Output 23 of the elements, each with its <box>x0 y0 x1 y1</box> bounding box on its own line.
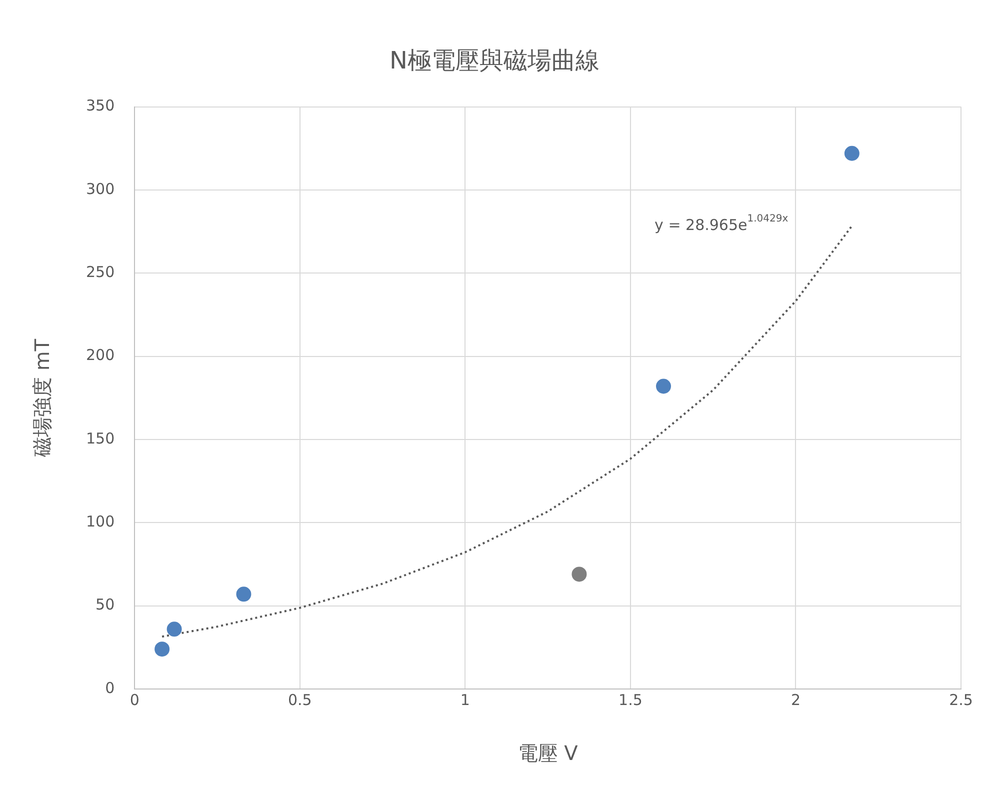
y-tick-label: 50 <box>96 596 115 614</box>
y-tick-label: 300 <box>86 180 115 198</box>
point <box>166 622 182 637</box>
y-tick-label: 200 <box>86 346 115 364</box>
y-tick-label: 0 <box>105 678 115 697</box>
y-tick-label: 100 <box>86 512 115 531</box>
chart-title: N極電壓與磁場曲線 <box>390 46 600 75</box>
point <box>656 378 672 394</box>
x-tick-label: 0 <box>130 690 140 709</box>
y-tick-label: 350 <box>86 96 115 115</box>
x-tick-label: 1.5 <box>618 690 642 709</box>
y-axis-title: 磁場強度 mT <box>30 338 54 458</box>
x-tick-label: 1 <box>460 690 470 709</box>
x-tick-label: 0.5 <box>288 690 312 709</box>
x-tick-label: 2.5 <box>949 690 973 709</box>
x-axis-title: 電壓 V <box>518 741 578 766</box>
x-tick-label: 2 <box>790 690 800 709</box>
point <box>236 586 252 602</box>
point <box>844 146 860 161</box>
point <box>572 566 587 582</box>
point <box>154 642 170 657</box>
y-tick-label: 250 <box>86 263 115 282</box>
y-tick-label: 150 <box>86 429 115 448</box>
